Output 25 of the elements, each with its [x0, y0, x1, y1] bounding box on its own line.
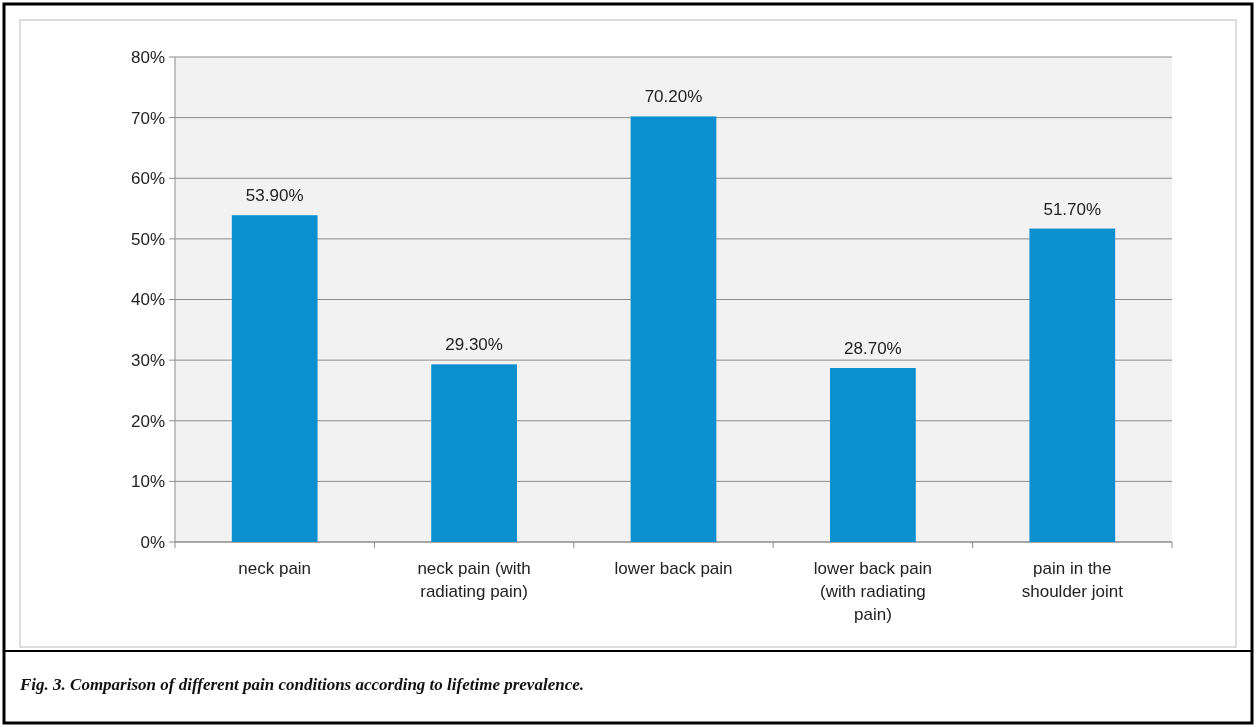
data-label: 29.30% — [445, 335, 503, 355]
y-tick-label: 70% — [130, 108, 165, 128]
bar — [1029, 228, 1116, 542]
bar — [830, 368, 916, 542]
y-tick-label: 30% — [130, 351, 165, 371]
y-tick-label: 50% — [130, 229, 165, 249]
bar — [231, 215, 318, 542]
y-tick-label: 0% — [140, 532, 165, 552]
x-tick-label: lower back pain — [614, 559, 733, 578]
data-label: 53.90% — [245, 186, 304, 206]
x-tick-label: neck pain (with radiating pain) — [417, 559, 531, 601]
bar — [431, 364, 517, 542]
y-tick-label: 40% — [130, 290, 165, 310]
y-tick-label: 80% — [130, 47, 165, 67]
data-label: 28.70% — [844, 339, 902, 359]
bar — [630, 116, 717, 542]
x-tick-label: lower back pain (with radiating pain) — [813, 559, 932, 624]
y-tick-label: 60% — [130, 169, 165, 189]
caption: Fig. 3. Comparison of different pain conditions according to lifetime prevalence. — [19, 675, 584, 694]
y-tick-label: 20% — [130, 411, 165, 431]
y-tick-label: 10% — [130, 472, 165, 492]
x-tick-label: neck pain — [238, 559, 312, 578]
data-label: 51.70% — [1043, 199, 1102, 219]
x-tick-label: pain in the shoulder joint — [1021, 559, 1124, 601]
data-label: 70.20% — [644, 87, 703, 107]
